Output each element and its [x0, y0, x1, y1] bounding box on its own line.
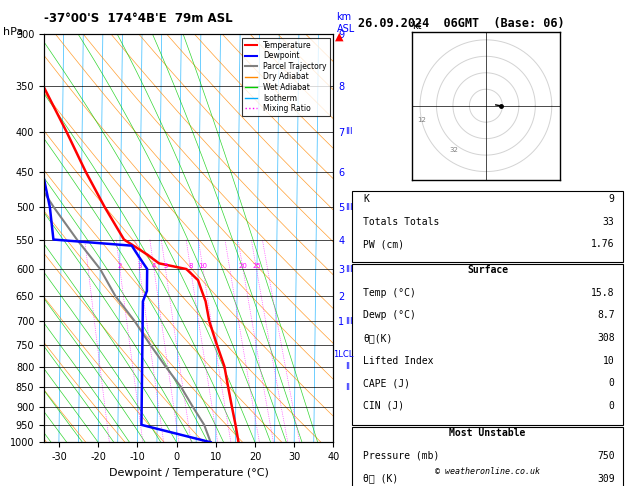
Text: III: III	[345, 264, 352, 274]
Text: 0: 0	[609, 379, 615, 388]
Text: II: II	[345, 362, 350, 371]
Text: 26.09.2024  06GMT  (Base: 06): 26.09.2024 06GMT (Base: 06)	[358, 17, 564, 30]
Text: III: III	[345, 127, 352, 136]
Text: 5: 5	[164, 263, 168, 269]
Text: K: K	[363, 194, 369, 204]
Text: Pressure (mb): Pressure (mb)	[363, 451, 440, 461]
Text: 15.8: 15.8	[591, 288, 615, 298]
Bar	[352, 191, 623, 262]
Text: 12: 12	[417, 117, 426, 123]
Text: 33: 33	[603, 217, 615, 226]
Text: 2: 2	[118, 263, 122, 269]
Text: -37°00'S  174°4B'E  79m ASL: -37°00'S 174°4B'E 79m ASL	[44, 12, 233, 25]
Bar	[352, 427, 623, 486]
Text: 1LCL: 1LCL	[333, 349, 353, 359]
Text: Temp (°C): Temp (°C)	[363, 288, 416, 298]
Text: II: II	[345, 382, 350, 392]
Text: 10: 10	[198, 263, 208, 269]
Text: kt: kt	[412, 21, 421, 31]
Text: 0: 0	[609, 401, 615, 411]
Text: 20: 20	[238, 263, 247, 269]
Bar	[352, 264, 623, 425]
Text: CAPE (J): CAPE (J)	[363, 379, 410, 388]
Text: 10: 10	[603, 356, 615, 366]
Text: 25: 25	[252, 263, 261, 269]
Text: ▲: ▲	[335, 32, 344, 42]
Text: 1.76: 1.76	[591, 239, 615, 249]
Text: 750: 750	[597, 451, 615, 461]
Text: 8.7: 8.7	[597, 311, 615, 320]
Text: Most Unstable: Most Unstable	[449, 428, 526, 438]
Text: km
ASL: km ASL	[337, 12, 355, 34]
Text: Surface: Surface	[467, 265, 508, 275]
Text: © weatheronline.co.uk: © weatheronline.co.uk	[435, 468, 540, 476]
Text: θᴇ(K): θᴇ(K)	[363, 333, 392, 343]
Text: hPa: hPa	[3, 27, 23, 37]
Legend: Temperature, Dewpoint, Parcel Trajectory, Dry Adiabat, Wet Adiabat, Isotherm, Mi: Temperature, Dewpoint, Parcel Trajectory…	[242, 38, 330, 116]
X-axis label: Dewpoint / Temperature (°C): Dewpoint / Temperature (°C)	[109, 468, 269, 478]
Text: PW (cm): PW (cm)	[363, 239, 404, 249]
Text: 3: 3	[137, 263, 142, 269]
Text: θᴇ (K): θᴇ (K)	[363, 473, 398, 484]
Text: 4: 4	[152, 263, 156, 269]
Text: Totals Totals: Totals Totals	[363, 217, 440, 226]
Text: 309: 309	[597, 473, 615, 484]
Text: Dewp (°C): Dewp (°C)	[363, 311, 416, 320]
Text: CIN (J): CIN (J)	[363, 401, 404, 411]
Text: 9: 9	[609, 194, 615, 204]
Text: 8: 8	[188, 263, 193, 269]
Text: Lifted Index: Lifted Index	[363, 356, 433, 366]
Text: III: III	[345, 317, 352, 326]
Text: 308: 308	[597, 333, 615, 343]
Text: III: III	[345, 203, 352, 212]
Text: 32: 32	[450, 147, 459, 153]
